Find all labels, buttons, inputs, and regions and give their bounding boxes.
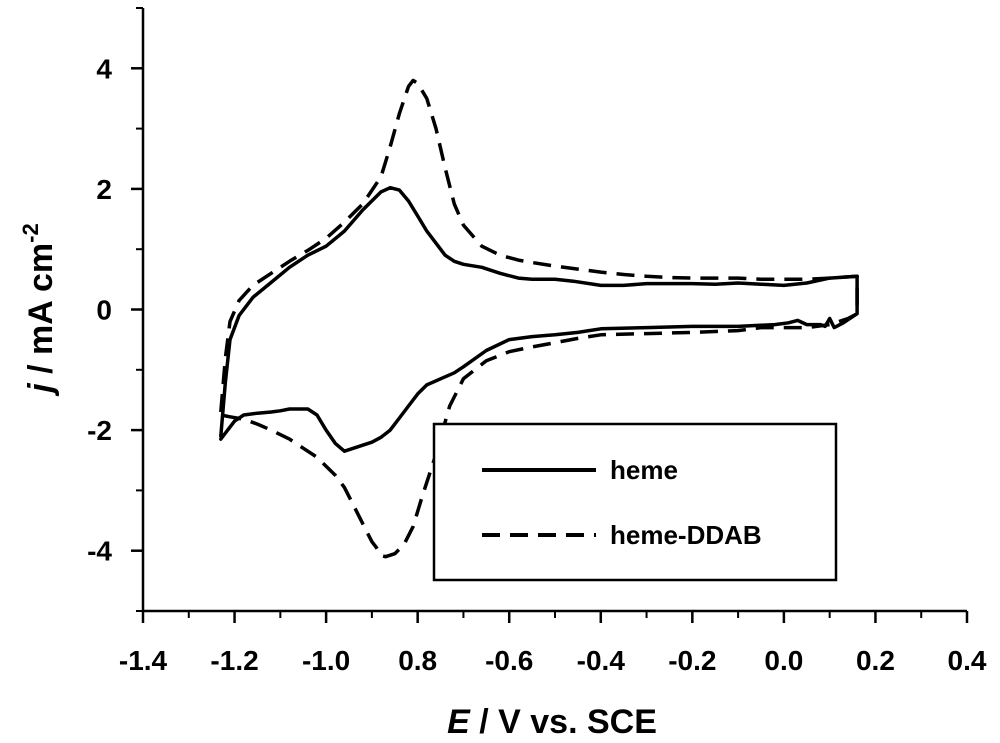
y-tick-label: -2 [87,415,112,446]
legend-label-heme-ddab: heme-DDAB [610,520,762,550]
x-tick-label: -1.2 [210,645,258,676]
legend-label-heme: heme [610,455,678,485]
legend-box [432,422,838,582]
x-tick-label: -0.2 [668,645,716,676]
x-tick-label: -0.6 [485,645,533,676]
x-tick-label: -1.0 [302,645,350,676]
series-line-heme-ddab [219,78,859,559]
x-tick-label: -0.4 [577,645,626,676]
series-line-heme [219,185,859,453]
y-tick-label: 0 [96,295,112,326]
x-axis-title: E / V vs. SCE [447,703,657,741]
x-tick-label: 0.8 [398,645,437,676]
x-tick-label: 0.2 [856,645,895,676]
y-axis-title: j / mA cm-2 [18,223,60,396]
y-tick-label: -4 [87,536,112,567]
x-tick-label: 0.0 [764,645,803,676]
y-tick-label: 4 [96,53,112,84]
ticks: -1.4 -1.2 -1.0 0.8 -0.6 -0.4 -0.2 0.0 0.2 0.4 -4 -2… [87,7,987,676]
x-tick-label: -1.4 [119,645,168,676]
y-tick-label: 2 [96,174,112,205]
x-tick-label: 0.4 [948,645,987,676]
series-layer [219,78,859,559]
legend: heme heme-DDAB [432,422,838,582]
